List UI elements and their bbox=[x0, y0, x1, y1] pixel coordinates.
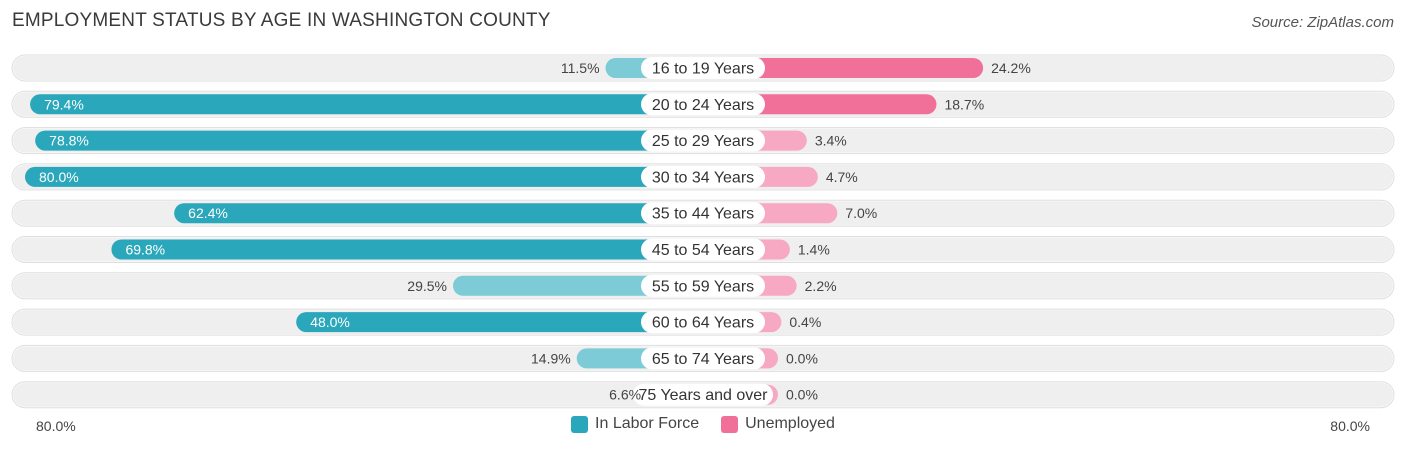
category-label: 45 to 54 Years bbox=[652, 242, 754, 259]
category-label: 30 to 34 Years bbox=[652, 169, 754, 186]
labor-force-value: 78.8% bbox=[49, 133, 89, 149]
legend-label-labor-force: In Labor Force bbox=[595, 415, 700, 432]
unemployed-value: 1.4% bbox=[798, 242, 830, 258]
unemployed-value: 4.7% bbox=[826, 169, 858, 185]
unemployed-value: 7.0% bbox=[845, 205, 877, 221]
category-label-pill bbox=[641, 57, 765, 79]
labor-force-value: 69.8% bbox=[125, 242, 165, 258]
labor-force-value: 6.6% bbox=[609, 387, 641, 403]
source-credit: Source: ZipAtlas.com bbox=[1251, 14, 1394, 31]
labor-force-value: 79.4% bbox=[44, 96, 84, 112]
unemployed-value: 18.7% bbox=[944, 96, 984, 112]
category-label-pill bbox=[641, 129, 765, 152]
legend-swatch-labor-force bbox=[571, 415, 589, 433]
category-label: 16 to 19 Years bbox=[652, 61, 754, 78]
unemployed-value: 3.4% bbox=[815, 133, 847, 149]
unemployed-value: 2.2% bbox=[805, 278, 837, 294]
category-label-pill bbox=[641, 274, 765, 297]
unemployed-value: 0.4% bbox=[789, 314, 821, 330]
category-label-pill bbox=[633, 383, 773, 406]
labor-force-value: 62.4% bbox=[188, 205, 228, 221]
labor-force-bar bbox=[452, 275, 703, 296]
unemployed-bar bbox=[703, 58, 984, 78]
axis-label-right: 80.0% bbox=[1330, 418, 1370, 434]
legend-item-unemployed: Unemployed bbox=[721, 415, 835, 433]
labor-force-value: 80.0% bbox=[39, 169, 79, 185]
legend-label-unemployed: Unemployed bbox=[745, 415, 835, 432]
category-label-pill bbox=[641, 202, 765, 225]
labor-force-value: 11.5% bbox=[561, 60, 600, 76]
labor-force-bar bbox=[174, 203, 703, 224]
labor-force-bar bbox=[25, 166, 703, 187]
category-label: 20 to 24 Years bbox=[652, 97, 754, 114]
labor-force-bar bbox=[30, 94, 703, 115]
axis-label-left: 80.0% bbox=[36, 418, 76, 434]
labor-force-bar bbox=[296, 312, 703, 333]
unemployed-value: 0.0% bbox=[786, 350, 818, 366]
category-label: 75 Years and over bbox=[639, 387, 769, 404]
labor-force-value: 48.0% bbox=[310, 314, 350, 330]
labor-force-bar bbox=[111, 239, 703, 260]
category-label: 60 to 64 Years bbox=[652, 315, 754, 332]
labor-force-value: 29.5% bbox=[407, 278, 447, 294]
unemployed-value: 24.2% bbox=[991, 60, 1031, 76]
chart-canvas: 16 to 19 Years 11.5% 24.2% 20 to 24 Years 79… bbox=[11, 54, 1395, 409]
category-label-pill bbox=[641, 93, 765, 116]
labor-force-bar bbox=[35, 130, 704, 151]
unemployed-value: 0.0% bbox=[786, 387, 818, 403]
legend-item-labor-force: In Labor Force bbox=[571, 415, 699, 433]
chart-title: EMPLOYMENT STATUS BY AGE IN WASHINGTON C… bbox=[12, 10, 551, 31]
category-label: 35 to 44 Years bbox=[652, 206, 754, 223]
category-label-pill bbox=[641, 238, 765, 261]
category-label: 55 to 59 Years bbox=[652, 278, 754, 295]
legend-swatch-unemployed bbox=[721, 415, 739, 433]
category-label-pill bbox=[641, 165, 765, 188]
labor-force-value: 14.9% bbox=[531, 350, 571, 366]
category-label: 25 to 29 Years bbox=[652, 133, 754, 150]
legend: In Labor Force Unemployed bbox=[0, 415, 1406, 433]
category-label: 65 to 74 Years bbox=[652, 351, 754, 368]
category-label-pill bbox=[641, 347, 765, 370]
category-label-pill bbox=[641, 311, 765, 334]
